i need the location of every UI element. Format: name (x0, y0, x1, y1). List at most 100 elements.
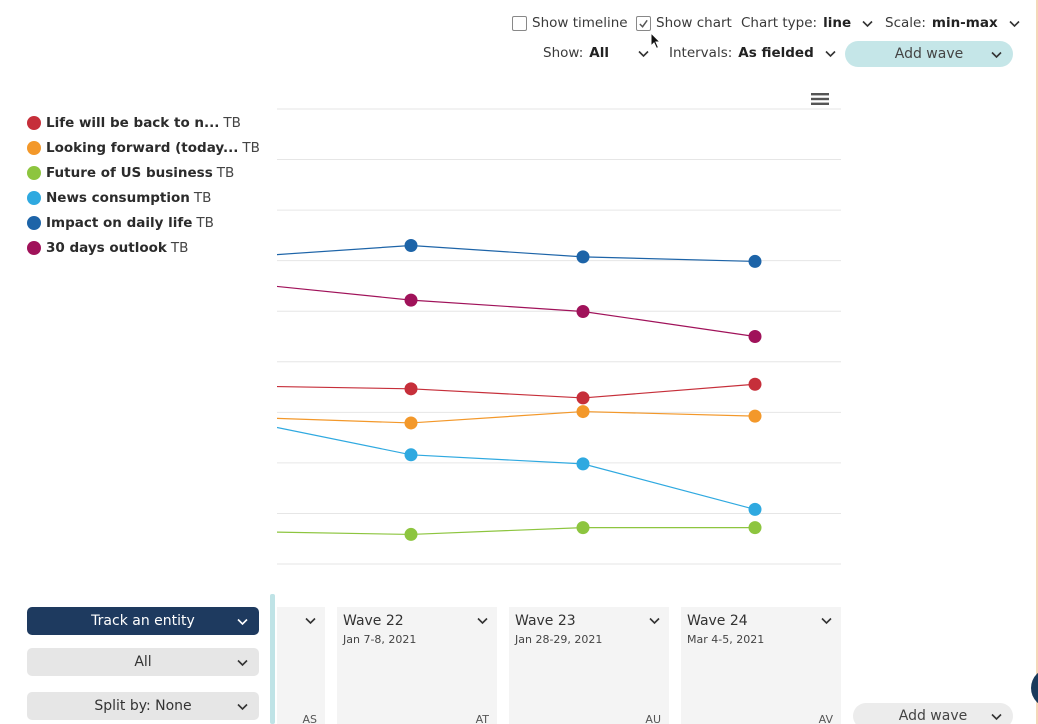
data-point[interactable] (404, 382, 418, 396)
track-entity-label: Track an entity (91, 613, 195, 629)
data-point[interactable] (404, 527, 418, 541)
legend-tag: TB (193, 189, 212, 206)
chevron-down-icon (990, 48, 1003, 61)
chevron-down-icon[interactable] (820, 614, 833, 627)
legend-label: Looking forward (today... (46, 139, 239, 156)
wave-column[interactable]: Wave 24 Mar 4-5, 2021 AV (681, 607, 841, 724)
series-line (277, 285, 756, 338)
show-chart-toggle[interactable]: Show chart (636, 15, 732, 31)
data-point[interactable] (576, 405, 590, 419)
legend-label: News consumption (46, 189, 190, 206)
data-point[interactable] (576, 304, 590, 318)
data-point[interactable] (748, 409, 762, 423)
legend-label: Impact on daily life (46, 214, 193, 231)
legend-dot-icon (27, 240, 41, 255)
data-point[interactable] (748, 502, 762, 516)
show-timeline-toggle[interactable]: Show timeline (512, 15, 628, 31)
horizontal-scrollbar[interactable] (270, 594, 275, 724)
legend-item[interactable]: Future of US business TB (27, 160, 260, 185)
wave-date: Jan 7-8, 2021 (343, 633, 417, 646)
data-point[interactable] (748, 254, 762, 268)
data-point[interactable] (748, 521, 762, 535)
data-point[interactable] (748, 330, 762, 343)
intervals-label: Intervals: (669, 45, 733, 61)
chart-type-dropdown[interactable]: Chart type: line (741, 15, 874, 31)
show-label: Show: (543, 45, 584, 61)
legend-label: 30 days outlook (46, 239, 167, 256)
chevron-down-icon (990, 710, 1003, 723)
legend-tag: TB (170, 239, 189, 256)
scale-label: Scale: (885, 15, 926, 31)
series-line (277, 426, 756, 510)
filter-all-dropdown[interactable]: All (27, 648, 259, 676)
wave-date: Jan 28-29, 2021 (515, 633, 603, 646)
legend-item[interactable]: Impact on daily life TB (27, 210, 260, 235)
data-point[interactable] (576, 391, 590, 405)
hamburger-menu-icon[interactable] (811, 92, 829, 106)
chevron-down-icon (1008, 17, 1021, 30)
wave-column[interactable]: AS (277, 607, 325, 724)
chevron-down-icon (236, 700, 249, 713)
split-by-label: Split by: None (94, 698, 192, 714)
show-timeline-label: Show timeline (532, 15, 628, 31)
legend-label: Future of US business (46, 164, 213, 181)
wave-column[interactable]: Wave 23 Jan 28-29, 2021 AU (509, 607, 669, 724)
legend-dot-icon (27, 165, 41, 180)
chart-type-value: line (823, 15, 852, 31)
legend-dot-icon (27, 140, 41, 155)
chevron-down-icon[interactable] (648, 614, 661, 627)
legend-dot-icon (27, 190, 41, 205)
data-point[interactable] (748, 377, 762, 391)
wave-code: AU (645, 713, 661, 724)
data-point[interactable] (404, 293, 418, 307)
show-chart-label: Show chart (656, 15, 732, 31)
line-chart (277, 108, 841, 565)
legend-label: Life will be back to n... (46, 114, 220, 131)
chevron-down-icon[interactable] (476, 614, 489, 627)
data-point[interactable] (404, 239, 418, 252)
filter-all-label: All (134, 654, 152, 670)
mouse-cursor-icon (650, 32, 662, 50)
frame-edge (1036, 0, 1038, 724)
checkbox-icon[interactable] (512, 15, 527, 31)
data-point[interactable] (576, 521, 590, 535)
add-wave-label: Add wave (894, 46, 964, 62)
scale-value: min-max (931, 15, 998, 31)
legend-tag: TB (242, 139, 260, 156)
help-chat-icon[interactable] (1031, 668, 1038, 708)
series-line (277, 383, 756, 399)
checkbox-checked-icon[interactable] (636, 15, 651, 31)
legend-item[interactable]: Looking forward (today... TB (27, 135, 260, 160)
series-line (277, 527, 755, 536)
show-value: All (589, 45, 609, 61)
legend-dot-icon (27, 115, 41, 130)
wave-column[interactable]: Wave 22 Jan 7-8, 2021 AT (337, 607, 497, 724)
chevron-down-icon (236, 615, 249, 628)
wave-title: Wave 24 (687, 613, 748, 629)
series-line (277, 244, 756, 263)
wave-title: Wave 23 (515, 613, 576, 629)
wave-date: Mar 4-5, 2021 (687, 633, 765, 646)
chevron-down-icon[interactable] (304, 614, 317, 627)
add-wave-button[interactable]: Add wave (845, 41, 1013, 67)
intervals-dropdown[interactable]: Intervals: As fielded (669, 45, 837, 61)
data-point[interactable] (576, 457, 590, 471)
legend-dot-icon (27, 215, 41, 230)
intervals-value: As fielded (738, 45, 814, 61)
track-entity-button[interactable]: Track an entity (27, 607, 259, 635)
wave-title: Wave 22 (343, 613, 404, 629)
legend-item[interactable]: News consumption TB (27, 185, 260, 210)
chevron-down-icon (824, 47, 837, 60)
scale-dropdown[interactable]: Scale: min-max (885, 15, 1021, 31)
series-line (277, 410, 756, 424)
show-dropdown[interactable]: Show: All (543, 45, 650, 61)
data-point[interactable] (576, 250, 590, 264)
data-point[interactable] (404, 448, 418, 462)
split-by-dropdown[interactable]: Split by: None (27, 692, 259, 720)
add-wave-bottom-label: Add wave (898, 708, 968, 724)
data-point[interactable] (404, 416, 418, 430)
add-wave-bottom-button[interactable]: Add wave (853, 703, 1013, 724)
legend-item[interactable]: 30 days outlook TB (27, 235, 260, 260)
legend-item[interactable]: Life will be back to n... TB (27, 110, 260, 135)
wave-code: AS (302, 713, 317, 724)
